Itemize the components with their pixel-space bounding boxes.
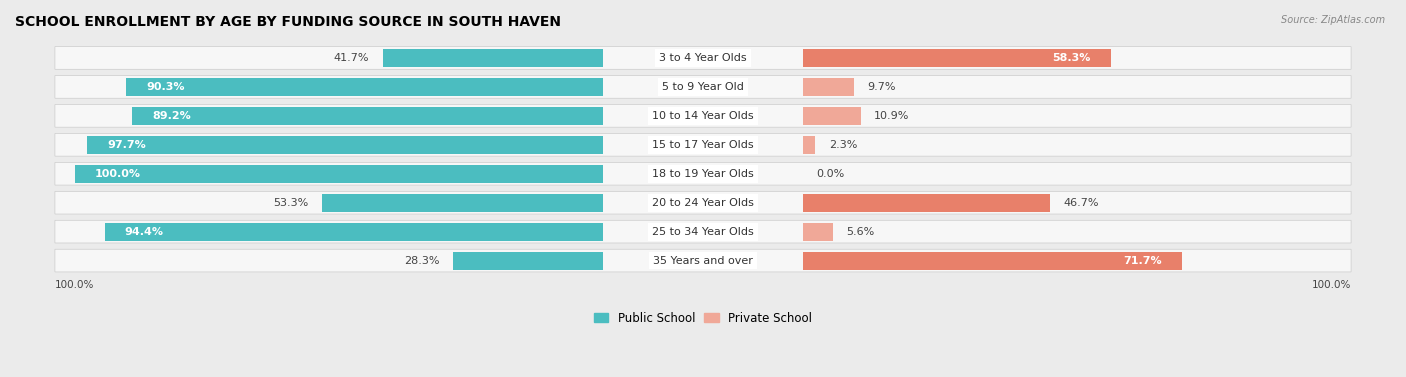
Text: 5.6%: 5.6% [846, 227, 875, 237]
Text: 2.3%: 2.3% [828, 140, 858, 150]
Text: 94.4%: 94.4% [125, 227, 163, 237]
Bar [803, 107, 860, 125]
Text: 90.3%: 90.3% [146, 82, 184, 92]
Text: 10 to 14 Year Olds: 10 to 14 Year Olds [652, 111, 754, 121]
Text: 71.7%: 71.7% [1123, 256, 1161, 265]
Bar [803, 223, 832, 241]
Text: 5 to 9 Year Old: 5 to 9 Year Old [662, 82, 744, 92]
Text: 58.3%: 58.3% [1053, 53, 1091, 63]
Text: Source: ZipAtlas.com: Source: ZipAtlas.com [1281, 15, 1385, 25]
Text: 53.3%: 53.3% [273, 198, 308, 208]
FancyBboxPatch shape [55, 249, 1351, 272]
Text: 10.9%: 10.9% [875, 111, 910, 121]
Bar [454, 251, 603, 270]
Bar [322, 194, 603, 211]
Bar [104, 223, 603, 241]
Text: 18 to 19 Year Olds: 18 to 19 Year Olds [652, 169, 754, 179]
Bar [87, 136, 603, 154]
Text: 46.7%: 46.7% [1063, 198, 1098, 208]
FancyBboxPatch shape [55, 47, 1351, 69]
Text: 20 to 24 Year Olds: 20 to 24 Year Olds [652, 198, 754, 208]
Bar [132, 107, 603, 125]
Bar [803, 136, 815, 154]
Bar [803, 251, 1181, 270]
Text: SCHOOL ENROLLMENT BY AGE BY FUNDING SOURCE IN SOUTH HAVEN: SCHOOL ENROLLMENT BY AGE BY FUNDING SOUR… [15, 15, 561, 29]
Text: 0.0%: 0.0% [817, 169, 845, 179]
Bar [127, 78, 603, 96]
FancyBboxPatch shape [55, 133, 1351, 156]
FancyBboxPatch shape [55, 75, 1351, 98]
Bar [803, 49, 1111, 67]
Text: 25 to 34 Year Olds: 25 to 34 Year Olds [652, 227, 754, 237]
Legend: Public School, Private School: Public School, Private School [589, 307, 817, 329]
Text: 15 to 17 Year Olds: 15 to 17 Year Olds [652, 140, 754, 150]
Bar [803, 194, 1050, 211]
FancyBboxPatch shape [55, 192, 1351, 214]
FancyBboxPatch shape [55, 162, 1351, 185]
Text: 100.0%: 100.0% [96, 169, 141, 179]
FancyBboxPatch shape [55, 220, 1351, 243]
Bar [803, 78, 855, 96]
Text: 89.2%: 89.2% [152, 111, 191, 121]
Bar [382, 49, 603, 67]
Text: 28.3%: 28.3% [405, 256, 440, 265]
FancyBboxPatch shape [55, 104, 1351, 127]
Text: 9.7%: 9.7% [868, 82, 896, 92]
Text: 100.0%: 100.0% [55, 280, 94, 290]
Text: 41.7%: 41.7% [333, 53, 370, 63]
Text: 3 to 4 Year Olds: 3 to 4 Year Olds [659, 53, 747, 63]
Text: 35 Years and over: 35 Years and over [652, 256, 754, 265]
Text: 100.0%: 100.0% [1312, 280, 1351, 290]
Text: 97.7%: 97.7% [107, 140, 146, 150]
Bar [75, 165, 603, 183]
